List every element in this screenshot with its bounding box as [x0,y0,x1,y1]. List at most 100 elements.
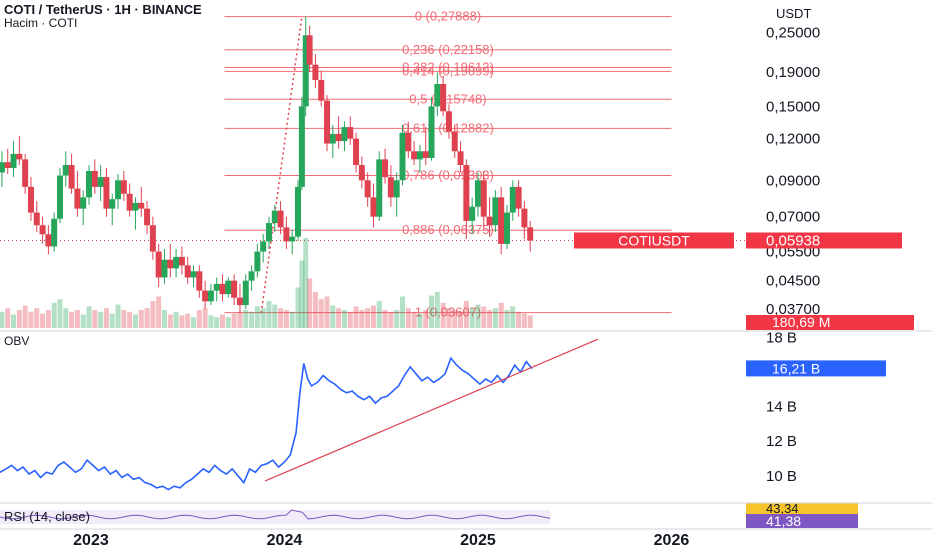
volume-bar [0,311,5,328]
candle-body [207,290,214,302]
price-axis-tick: 0,03700 [766,301,820,318]
candle-body [86,170,93,198]
rsi-value-badge-alt [746,503,858,514]
candle-body [16,153,23,160]
candle-body [370,197,377,217]
candle-body [68,165,75,189]
volume-bar [11,314,17,328]
fibonacci-levels[interactable]: 0 (0,27888) 0,236 (0,22158) 0,382 (0,19612… [0,9,745,320]
candle-body [411,151,418,160]
obv-value: 16,21 B [772,360,820,376]
volume-bar [237,311,243,328]
volume-bar [225,317,231,328]
volume-bar [423,310,429,328]
fib-level-label: 0,414 (0,19099) [402,63,494,78]
candle-body [503,212,510,244]
volume-bar [463,301,469,328]
candle-body [120,180,127,194]
candle-body [4,162,11,168]
volume-bar [475,304,481,328]
volume-bar [57,299,63,328]
volume-bar [179,315,185,328]
candle-body [202,290,209,302]
symbol-title[interactable]: COTI / TetherUS · 1H · BINANCE [4,2,202,17]
candle-body [399,132,406,181]
candle-body [445,111,452,132]
volume-bar [307,278,313,328]
volume-bar [161,310,167,328]
volume-bar [388,311,394,328]
volume-bar [202,308,208,328]
candle-body [527,227,534,241]
volume-bar [382,310,388,328]
candle-body [91,170,98,187]
candle-body [440,84,447,112]
volume-bar [330,305,336,328]
obv-axis-tick: 14 B [766,399,797,416]
candle-body [289,236,296,242]
obv-value-badge [746,360,886,377]
volume-bar [231,313,237,328]
fib-level-label: 0,236 (0,22158) [402,42,494,57]
candle-body [428,106,435,158]
candle-body [144,208,151,226]
volume-bar [446,308,452,328]
volume-bar [121,310,127,328]
volume-bar [272,304,278,328]
candle-body [405,132,412,152]
volume-bar [109,313,115,328]
volume-bar [86,306,92,328]
volume-bar [260,308,266,328]
candle-body [382,159,389,178]
candle-body [45,234,52,247]
volume-bar [434,292,440,328]
candle-body [318,79,325,101]
time-axis-tick: 2025 [460,532,496,549]
candle-body [149,225,156,252]
candle-body [138,202,145,209]
volume-bar [28,311,34,328]
volume-bar [498,302,504,328]
volume-bar [510,306,516,328]
candle-body [306,35,313,65]
currency-label[interactable]: USDT [776,6,812,21]
current-price-value: 0,05938 [766,233,820,250]
price-axis-tick: 0,19000 [766,64,820,81]
volume-bar [324,296,330,328]
volume-bar [399,296,405,328]
volume-bar [127,311,133,328]
symbol-badge [574,232,734,249]
volume-bar [359,310,365,328]
candle-body [474,180,481,207]
obv-trendline [264,338,599,482]
candlestick-series [0,16,534,313]
fib-level-label: 1 (0,03607) [415,305,482,320]
fib-level-label: 0,382 (0,19612) [402,60,494,75]
candle-body [353,138,360,166]
volume-bar [341,310,347,328]
volume-bar [243,310,249,328]
candle-body [509,186,516,213]
candle-body [387,177,394,198]
candle-body [341,127,348,142]
candle-body [231,280,238,298]
candle-body [39,225,46,235]
candle-body [393,180,400,198]
candle-body [295,186,301,237]
volume-bar [185,313,191,328]
volume-bar [376,301,382,328]
volume-indicator-title[interactable]: Hacim · COTI [4,16,78,30]
time-axis-tick: 2026 [654,532,690,549]
rsi-value-alt: 43,34 [766,501,799,516]
candle-body [416,151,423,160]
volume-bar [138,310,144,328]
candle-body [329,133,336,144]
volume-bar [196,310,202,328]
candle-body [457,151,464,166]
volume-bar [312,292,318,328]
volume-bar [516,311,522,328]
volume-bar [295,287,301,328]
candle-body [219,283,226,295]
